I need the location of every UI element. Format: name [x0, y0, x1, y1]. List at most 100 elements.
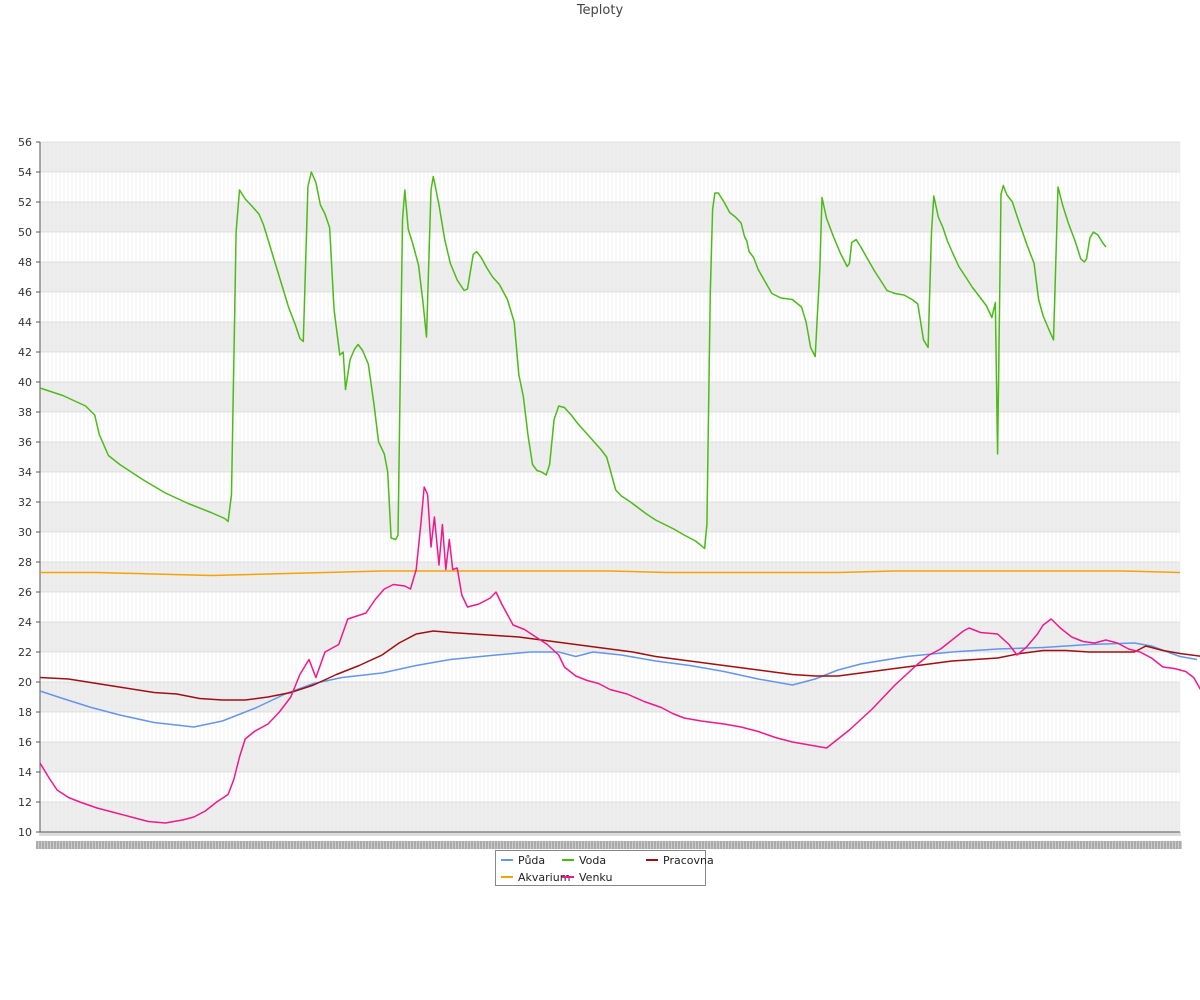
x-tick-label-clutter [405, 841, 408, 849]
x-tick-label-clutter [1077, 841, 1080, 849]
x-tick-label-clutter [975, 841, 978, 849]
x-tick-label-clutter [615, 841, 618, 849]
x-tick-label-clutter [288, 841, 291, 849]
chart-title: Teploty [576, 3, 624, 18]
x-tick-label-clutter [630, 841, 633, 849]
x-tick-label-clutter [720, 841, 723, 849]
x-tick-label-clutter [39, 841, 42, 849]
x-tick-label-clutter [849, 841, 852, 849]
x-tick-label-clutter [711, 841, 714, 849]
legend-label: Voda [579, 853, 607, 867]
x-tick-label-clutter [645, 841, 648, 849]
x-tick-label-clutter [402, 841, 405, 849]
x-tick-label-clutter [1035, 841, 1038, 849]
x-tick-label-clutter [1038, 841, 1041, 849]
x-tick-label-clutter [387, 841, 390, 849]
x-tick-label-clutter [408, 841, 411, 849]
x-tick-label-clutter [735, 841, 738, 849]
x-tick-label-clutter [327, 841, 330, 849]
series-line-voda [39, 171, 1107, 550]
legend-label: Venku [579, 870, 613, 884]
x-tick-label-clutter [891, 841, 894, 849]
x-tick-label-clutter [453, 841, 456, 849]
x-tick-label-clutter [207, 841, 210, 849]
x-tick-label-clutter [1026, 841, 1029, 849]
x-tick-label-clutter [1089, 841, 1092, 849]
x-tick-label-clutter [651, 841, 654, 849]
legend-label: Pracovna [663, 853, 714, 867]
y-tick-label: 32 [18, 496, 32, 509]
x-tick-label-clutter [294, 841, 297, 849]
x-tick-label-clutter [714, 841, 717, 849]
x-tick-label-clutter [114, 841, 117, 849]
x-tick-label-clutter [264, 841, 267, 849]
x-tick-label-clutter [417, 841, 420, 849]
x-tick-label-clutter [1065, 841, 1068, 849]
x-tick-label-clutter [657, 841, 660, 849]
x-tick-label-clutter [432, 841, 435, 849]
x-tick-label-clutter [600, 841, 603, 849]
x-tick-label-clutter [801, 841, 804, 849]
x-tick-label-clutter [606, 841, 609, 849]
x-tick-label-clutter [786, 841, 789, 849]
x-tick-label-clutter [210, 841, 213, 849]
x-tick-label-clutter [1047, 841, 1050, 849]
x-tick-label-clutter [681, 841, 684, 849]
x-tick-label-clutter [528, 841, 531, 849]
y-tick-label: 34 [18, 466, 32, 479]
legend-swatch [501, 876, 513, 878]
x-tick-label-clutter [255, 841, 258, 849]
x-tick-label-clutter [1167, 841, 1170, 849]
x-tick-label-clutter [501, 841, 504, 849]
x-tick-label-clutter [612, 841, 615, 849]
x-tick-label-clutter [972, 841, 975, 849]
x-tick-label-clutter [774, 841, 777, 849]
grid-band [40, 802, 1180, 832]
x-tick-label-clutter [324, 841, 327, 849]
x-tick-label-clutter [741, 841, 744, 849]
x-tick-label-clutter [984, 841, 987, 849]
x-tick-label-clutter [738, 841, 741, 849]
x-tick-label-clutter [1104, 841, 1107, 849]
x-tick-label-clutter [819, 841, 822, 849]
x-tick-label-clutter [726, 841, 729, 849]
x-tick-label-clutter [330, 841, 333, 849]
x-tick-label-clutter [780, 841, 783, 849]
x-tick-label-clutter [531, 841, 534, 849]
x-tick-label-clutter [369, 841, 372, 849]
x-tick-label-clutter [99, 841, 102, 849]
x-tick-label-clutter [909, 841, 912, 849]
x-tick-label-clutter [249, 841, 252, 849]
x-tick-label-clutter [690, 841, 693, 849]
x-tick-label-clutter [345, 841, 348, 849]
x-tick-label-clutter [42, 841, 45, 849]
x-tick-label-clutter [321, 841, 324, 849]
x-tick-label-clutter [225, 841, 228, 849]
x-tick-label-clutter [1017, 841, 1020, 849]
series-line-venku [39, 486, 1200, 824]
x-tick-label-clutter [1176, 841, 1179, 849]
x-tick-label-clutter [174, 841, 177, 849]
axes [39, 142, 1180, 833]
x-tick-label-clutter [765, 841, 768, 849]
grid-band [40, 322, 1180, 352]
x-tick-label-clutter [1158, 841, 1161, 849]
x-tick-label-clutter [810, 841, 813, 849]
x-tick-label-clutter [993, 841, 996, 849]
x-tick-label-clutter [1128, 841, 1131, 849]
x-tick-label-clutter [1107, 841, 1110, 849]
x-tick-label-clutter [495, 841, 498, 849]
x-tick-label-clutter [618, 841, 621, 849]
x-tick-label-clutter [303, 841, 306, 849]
grid-band [40, 742, 1180, 772]
x-tick-label-clutter [150, 841, 153, 849]
x-tick-label-clutter [1131, 841, 1134, 849]
x-tick-label-clutter [492, 841, 495, 849]
y-tick-label: 24 [18, 616, 32, 629]
x-tick-label-clutter [951, 841, 954, 849]
x-tick-label-clutter [807, 841, 810, 849]
x-tick-label-clutter [261, 841, 264, 849]
x-tick-label-clutter [624, 841, 627, 849]
x-tick-label-clutter [666, 841, 669, 849]
